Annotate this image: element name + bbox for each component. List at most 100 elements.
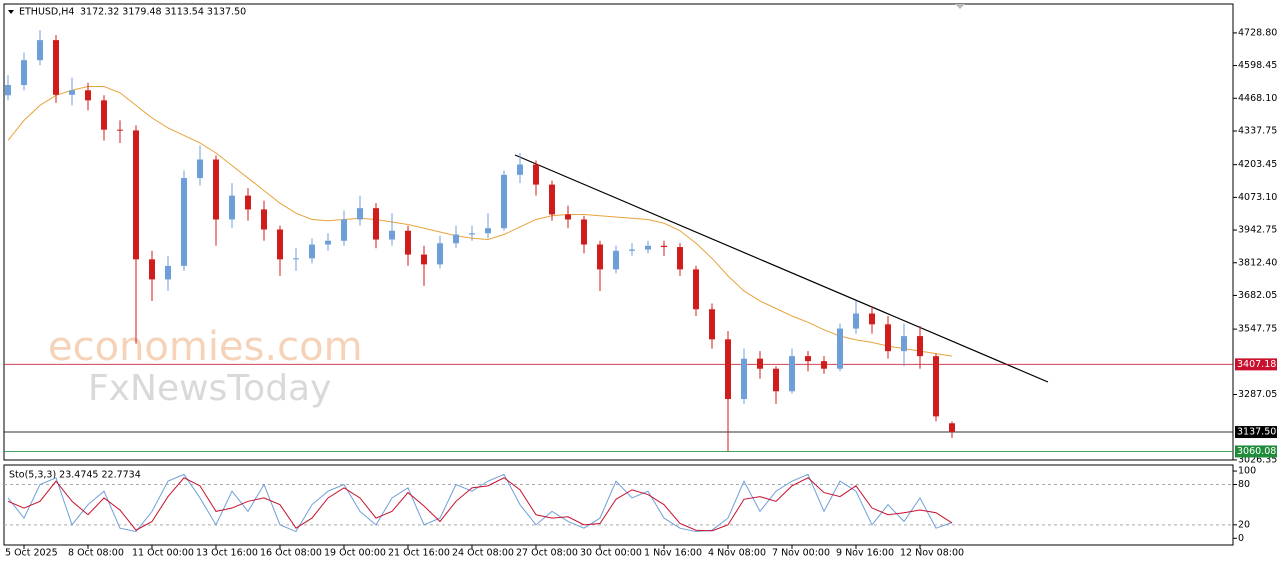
candle-body (549, 184, 555, 215)
menu-arrow[interactable] (8, 10, 14, 14)
x-tick-label: 30 Oct 00:00 (580, 548, 642, 559)
candle-body (373, 208, 379, 240)
candle-body (661, 245, 667, 248)
candle-body (805, 356, 811, 362)
candle-body (821, 361, 827, 369)
x-tick-label: 8 Oct 08:00 (68, 548, 124, 559)
candle-body (165, 265, 171, 280)
candle-body (357, 208, 363, 220)
y-tick-label: 3812.40 (1238, 257, 1277, 268)
y-tick-label: 100 (1238, 466, 1256, 477)
candle-body (517, 164, 523, 175)
indicator-title: Sto(5,3,3) 23.4745 22.7734 (9, 470, 141, 481)
candle-body (149, 259, 155, 280)
y-tick-label: 20 (1238, 519, 1250, 530)
level-box (1235, 426, 1277, 439)
quote: 3172.32 3179.48 3113.54 3137.50 (80, 7, 246, 18)
candle-body (181, 178, 187, 266)
x-tick-label: 5 Oct 2025 (5, 548, 58, 559)
y-tick-label: 4468.10 (1238, 93, 1277, 104)
candle-body (933, 356, 939, 417)
x-tick-label: 1 Nov 16:00 (644, 548, 702, 559)
stochastic-line (7, 473, 953, 533)
x-tick-label: 12 Nov 08:00 (900, 548, 964, 559)
level-box (1235, 445, 1277, 458)
candle-body (53, 40, 59, 95)
x-tick-label: 7 Nov 00:00 (772, 548, 830, 559)
moving-average (7, 86, 953, 357)
candle-body (901, 336, 907, 352)
x-tick-label: 13 Oct 16:00 (196, 548, 258, 559)
x-tick-label: 21 Oct 16:00 (388, 548, 450, 559)
candle-body (773, 368, 779, 392)
candle-body (37, 40, 43, 61)
y-tick-label: 4728.80 (1238, 27, 1277, 38)
candle-body (853, 313, 859, 329)
candle-body (869, 313, 875, 325)
trendline (514, 154, 1049, 383)
candle-body (709, 309, 715, 340)
candle-body (629, 249, 635, 251)
candle-body (421, 254, 427, 265)
y-tick-label: 3547.75 (1238, 324, 1277, 335)
x-tick-label: 16 Oct 08:00 (260, 548, 322, 559)
candle-body (949, 423, 955, 433)
candle-body (341, 219, 347, 241)
candle-body (885, 324, 891, 352)
y-tick-label: 4598.45 (1238, 60, 1277, 71)
candle-body (693, 269, 699, 310)
candle-body (597, 244, 603, 270)
y-tick-label: 4203.45 (1238, 159, 1277, 170)
stochastic-line (7, 477, 953, 532)
candle-body (85, 90, 91, 101)
y-tick-label: 4073.10 (1238, 192, 1277, 203)
symbol: ETHUSD,H4 (19, 7, 74, 18)
candle-body (245, 195, 251, 210)
y-tick-label: 3682.05 (1238, 290, 1277, 301)
candle-body (21, 60, 27, 86)
candle-body (437, 243, 443, 265)
candle-body (757, 358, 763, 369)
candle-body (533, 164, 539, 185)
candle-body (453, 234, 459, 244)
candle-body (405, 230, 411, 255)
candle-body (469, 233, 475, 235)
x-tick-label: 24 Oct 08:00 (452, 548, 514, 559)
candle-body (565, 214, 571, 220)
candle-body (677, 247, 683, 270)
stochastic-pane (3, 464, 1234, 546)
candle-body (325, 240, 331, 245)
candle-body (229, 195, 235, 220)
candle-body (309, 244, 315, 259)
candle-body (645, 245, 651, 250)
x-tick-label: 9 Nov 16:00 (836, 548, 894, 559)
candle-body (485, 228, 491, 234)
y-tick-label: 4337.75 (1238, 125, 1277, 136)
candle-body (101, 100, 107, 130)
level-box (1235, 358, 1277, 371)
main-pane (3, 3, 1234, 461)
candle-body (293, 258, 299, 260)
level-label: 3060.08 (1237, 446, 1276, 457)
candle-body (277, 229, 283, 260)
candle-body (197, 159, 203, 179)
x-tick-label: 11 Oct 00:00 (132, 548, 194, 559)
candle-body (917, 336, 923, 357)
candle-body (613, 250, 619, 270)
candle-body (261, 209, 267, 230)
candle-body (789, 356, 795, 392)
candle-body (117, 129, 123, 131)
x-tick-label: 19 Oct 00:00 (324, 548, 386, 559)
y-tick-label: 0 (1238, 533, 1244, 544)
candle-body (5, 85, 11, 96)
candle-body (213, 159, 219, 220)
x-tick-label: 4 Nov 08:00 (708, 548, 766, 559)
candle-body (837, 328, 843, 369)
shift-marker (955, 4, 965, 9)
x-tick-label: 27 Oct 08:00 (516, 548, 578, 559)
y-tick-label: 3287.05 (1238, 389, 1277, 400)
y-tick-label: 3026.35 (1238, 454, 1277, 465)
level-label: 3137.50 (1237, 427, 1276, 438)
candle-body (133, 130, 139, 260)
